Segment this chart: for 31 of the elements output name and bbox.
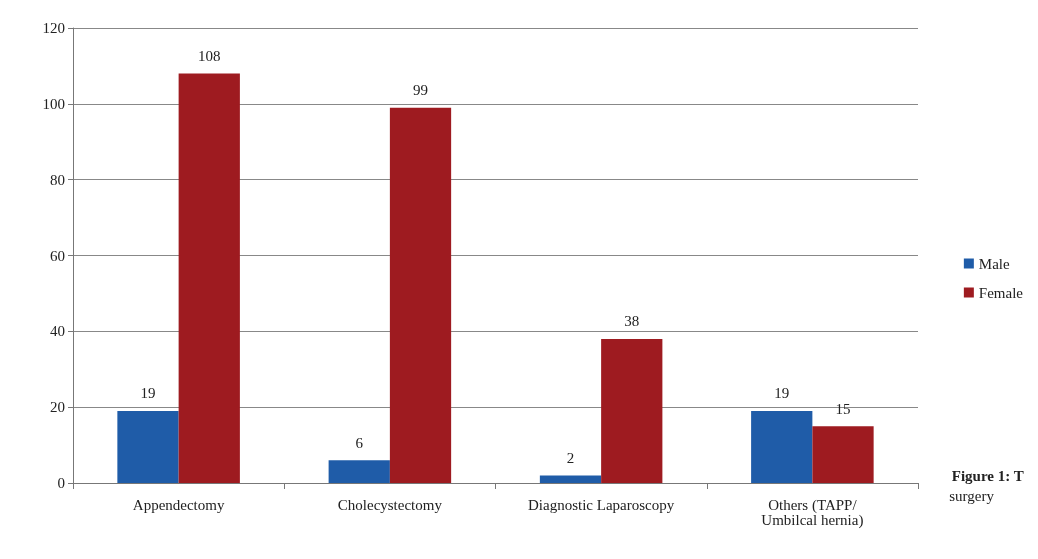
bar <box>539 475 602 483</box>
y-tick-label: 100 <box>42 95 65 112</box>
bar <box>812 426 874 483</box>
y-tick-label: 80 <box>50 171 65 188</box>
data-label: 38 <box>624 313 640 330</box>
y-tick-label: 0 <box>57 475 65 491</box>
caption: Figure 1: T <box>951 467 1024 484</box>
bar <box>178 73 240 483</box>
data-label: 19 <box>140 385 156 402</box>
bar <box>751 410 813 483</box>
data-label: 99 <box>413 82 429 99</box>
bar <box>117 410 179 483</box>
legend-label: Male <box>978 255 1011 272</box>
data-label: 6 <box>355 434 364 451</box>
x-tick-label: Cholecystectomy <box>337 496 443 513</box>
bar <box>601 338 663 483</box>
x-tick-label: Others (TAPP/ Umbilcal hernia) <box>761 496 864 529</box>
data-label: 2 <box>566 449 575 466</box>
y-tick-label: 120 <box>42 20 65 36</box>
y-tick-label: 20 <box>50 399 65 416</box>
x-tick-label: Appendectomy <box>132 496 225 513</box>
x-tick-label: Diagnostic Laparoscopy <box>528 496 675 513</box>
data-label: 15 <box>835 400 851 417</box>
legend-label: Female <box>978 284 1024 301</box>
y-tick-label: 40 <box>50 323 65 340</box>
data-label: 108 <box>198 48 221 64</box>
text: surgery <box>949 487 995 504</box>
bar <box>389 107 452 483</box>
data-label: 19 <box>774 385 790 402</box>
y-tick-label: 60 <box>50 247 65 264</box>
bar <box>328 460 390 483</box>
